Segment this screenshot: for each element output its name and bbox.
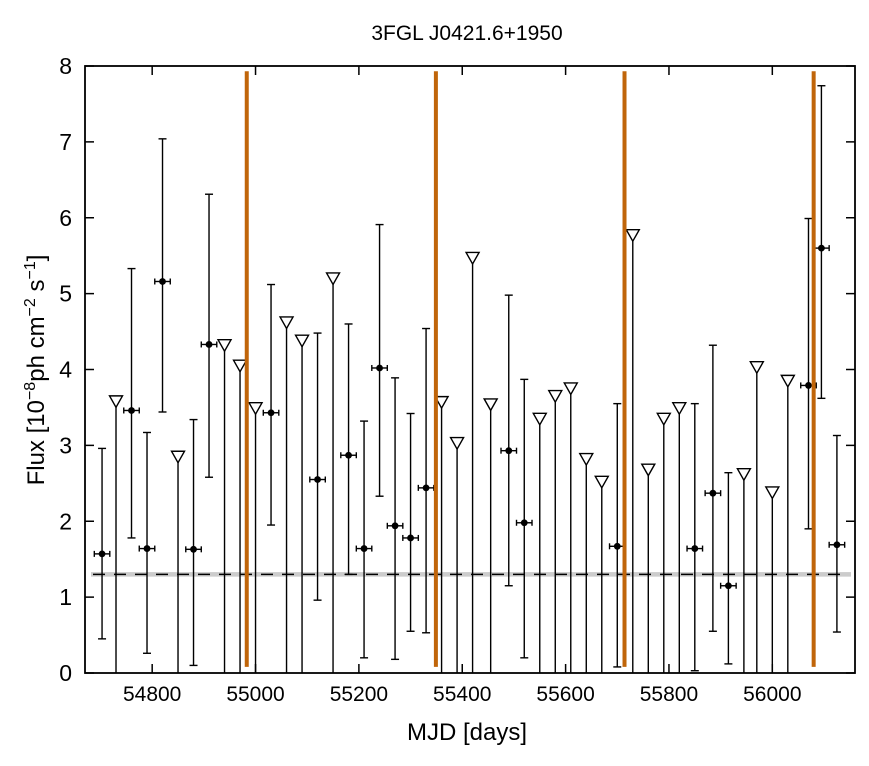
detection-point <box>391 522 399 530</box>
x-tick-label: 55200 <box>330 683 388 706</box>
detection-point <box>724 582 732 590</box>
detection-point <box>98 550 106 558</box>
upper-limit-marker <box>449 436 465 451</box>
y-axis-label: Flux [10−8ph cm−2 s−1] <box>22 255 50 486</box>
upper-limit-marker <box>247 401 264 416</box>
y-tick-label: 1 <box>59 584 72 610</box>
detection-point <box>345 451 352 459</box>
upper-limit-marker <box>108 395 124 409</box>
upper-limit-marker <box>736 468 752 482</box>
detection-point <box>691 545 699 552</box>
upper-limit-marker <box>216 339 233 353</box>
upper-limit-marker <box>464 251 481 266</box>
detection-point <box>190 545 197 553</box>
y-tick-label: 4 <box>59 357 72 383</box>
upper-limit-marker <box>547 389 563 404</box>
upper-limit-marker <box>640 463 656 478</box>
upper-limit-marker <box>671 401 687 416</box>
detection-point <box>818 244 825 252</box>
detection-point <box>376 364 383 372</box>
detection-point <box>267 409 275 417</box>
upper-limit-marker <box>294 334 310 349</box>
upper-limit-marker <box>625 229 641 243</box>
upper-limit-marker <box>563 382 579 396</box>
detection-point <box>422 484 430 492</box>
x-tick-label: 55800 <box>640 683 698 706</box>
detection-point <box>128 407 135 414</box>
y-label-mid: ph cm <box>23 316 50 381</box>
detection-point <box>143 545 151 552</box>
detection-point <box>407 534 414 542</box>
x-tick-label: 55600 <box>536 683 594 706</box>
upper-limit-marker <box>482 398 499 412</box>
y-tick-label: 3 <box>59 432 72 458</box>
detection-point <box>833 541 841 549</box>
y-label-exp3: −1 <box>22 261 39 279</box>
plot-area: 54800 55000 55200 55400 55600 55800 56000 0 1 2 3 4… <box>59 53 856 706</box>
y-tick-label: 7 <box>59 129 72 155</box>
upper-limit-marker <box>780 374 796 389</box>
upper-limit-marker <box>764 486 781 500</box>
upper-limit-marker <box>278 316 295 330</box>
x-tick-label: 56000 <box>743 683 801 706</box>
upper-limit-marker <box>232 359 248 374</box>
detection-point <box>205 341 213 348</box>
x-axis-label: MJD [days] <box>407 719 527 746</box>
detection-point <box>805 382 812 389</box>
detection-point <box>520 519 528 527</box>
x-tick-label: 55400 <box>433 683 491 706</box>
upper-limit-marker <box>325 272 341 286</box>
y-tick-label: 5 <box>59 281 72 307</box>
y-tick-label: 0 <box>59 660 72 686</box>
y-label-exp1: −8 <box>22 382 39 400</box>
detection-point <box>314 476 321 483</box>
y-label-suffix: ] <box>23 255 50 262</box>
upper-limit-marker <box>578 452 594 467</box>
detection-point <box>709 489 717 497</box>
detection-point <box>159 278 166 285</box>
y-tick-label: 8 <box>59 53 72 79</box>
y-label-exp2: −2 <box>22 298 39 316</box>
detection-point <box>505 447 513 455</box>
upper-limit-marker <box>594 475 610 490</box>
detection-point <box>613 542 621 550</box>
x-tick-label: 54800 <box>123 683 181 706</box>
detection-point <box>360 545 368 552</box>
y-tick-label: 6 <box>59 205 72 231</box>
upper-limit-marker <box>170 450 186 465</box>
y-label-prefix: Flux [10 <box>23 400 50 485</box>
y-tick-label: 2 <box>59 508 72 534</box>
x-tick-label: 55000 <box>226 683 284 706</box>
chart-title: 3FGL J0421.6+1950 <box>371 22 562 45</box>
upper-limit-marker <box>532 412 548 427</box>
plot-frame <box>84 65 856 674</box>
y-label-mid2: s <box>23 280 50 299</box>
upper-limit-marker <box>656 412 672 427</box>
upper-limit-marker <box>749 361 765 375</box>
upper-limit-marker <box>433 395 450 410</box>
